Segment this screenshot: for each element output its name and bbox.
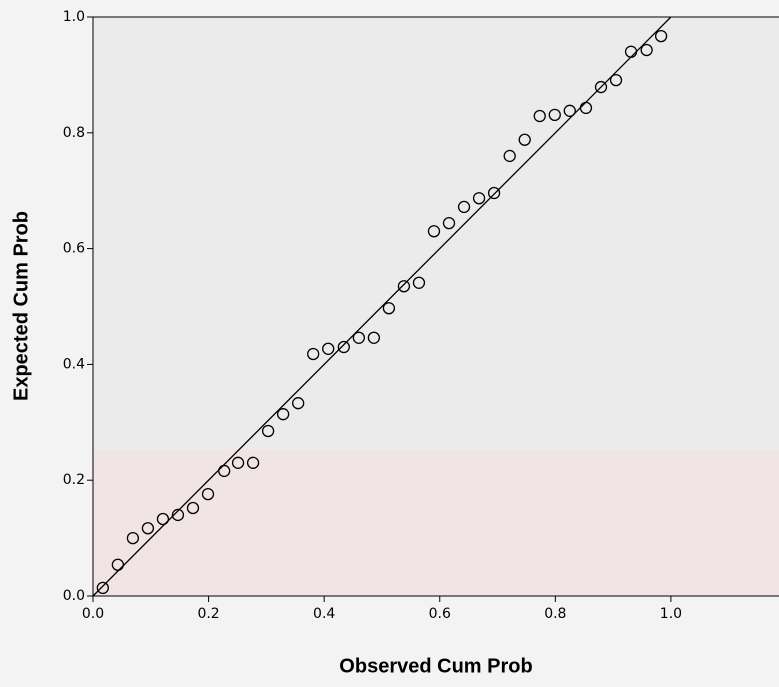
point bbox=[548, 108, 561, 122]
y-tick-label: 0.6 bbox=[63, 241, 85, 257]
point bbox=[579, 101, 593, 115]
point bbox=[171, 508, 185, 522]
point bbox=[307, 347, 320, 361]
y-tick-label: 0.4 bbox=[63, 356, 85, 372]
x-axis-title: Observed Cum Prob bbox=[339, 655, 532, 677]
point bbox=[487, 186, 501, 200]
point bbox=[563, 104, 576, 117]
x-tick-label: 0.4 bbox=[313, 606, 335, 622]
point bbox=[246, 456, 260, 469]
y-tick-label: 1.0 bbox=[63, 9, 85, 25]
y-tick-label: 0.0 bbox=[63, 588, 85, 604]
point bbox=[186, 501, 200, 515]
point bbox=[382, 302, 396, 315]
point bbox=[609, 73, 623, 87]
point bbox=[231, 456, 245, 469]
y-tick-label: 0.2 bbox=[63, 472, 85, 488]
point bbox=[367, 331, 381, 344]
point bbox=[624, 45, 638, 58]
watermark-band bbox=[93, 450, 779, 596]
point bbox=[141, 522, 155, 535]
point bbox=[292, 397, 305, 410]
x-tick-label: 1.0 bbox=[660, 606, 682, 622]
x-tick-label: 0.6 bbox=[429, 606, 451, 622]
point bbox=[337, 340, 350, 354]
point bbox=[218, 464, 231, 478]
point bbox=[397, 280, 411, 293]
point bbox=[654, 29, 668, 43]
point bbox=[503, 149, 516, 163]
point bbox=[111, 558, 125, 571]
point bbox=[126, 531, 140, 545]
x-tick-label: 0.2 bbox=[197, 606, 219, 622]
point bbox=[96, 581, 109, 595]
point bbox=[427, 225, 441, 238]
point bbox=[276, 408, 290, 421]
point bbox=[640, 43, 653, 57]
point bbox=[594, 80, 608, 94]
point bbox=[261, 424, 275, 438]
point bbox=[533, 109, 546, 123]
point bbox=[156, 512, 170, 526]
point bbox=[518, 133, 531, 146]
point bbox=[201, 487, 215, 501]
y-axis-title: Expected Cum Prob bbox=[10, 211, 32, 401]
x-tick-label: 0.0 bbox=[82, 606, 104, 622]
point bbox=[352, 331, 365, 344]
y-tick-label: 0.8 bbox=[63, 125, 85, 141]
point bbox=[322, 342, 335, 355]
point bbox=[412, 276, 426, 289]
point bbox=[442, 216, 456, 230]
point bbox=[457, 200, 471, 214]
x-tick-label: 0.8 bbox=[544, 606, 566, 622]
point bbox=[472, 192, 486, 205]
